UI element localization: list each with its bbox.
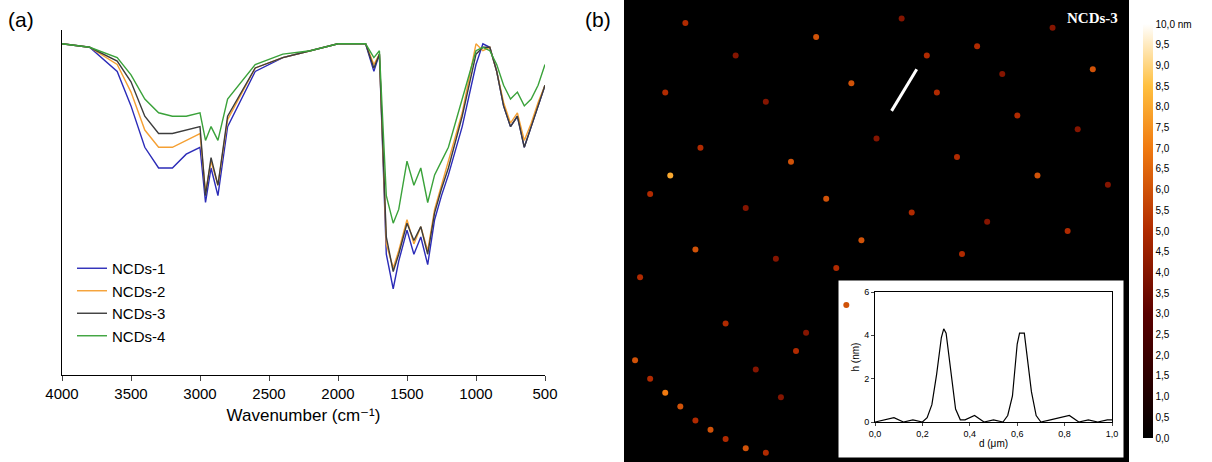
svg-text:1500: 1500 [390, 385, 423, 402]
svg-text:NCDs-4: NCDs-4 [112, 328, 165, 345]
svg-text:9,5: 9,5 [1156, 39, 1170, 50]
svg-text:0,5: 0,5 [1156, 412, 1170, 423]
svg-text:d (μm): d (μm) [979, 438, 1008, 449]
svg-text:2500: 2500 [252, 385, 285, 402]
svg-text:Wavenumber (cm⁻¹): Wavenumber (cm⁻¹) [227, 406, 381, 425]
svg-text:3,0: 3,0 [1156, 308, 1170, 319]
svg-text:2,5: 2,5 [1156, 329, 1170, 340]
svg-text:(b): (b) [585, 8, 611, 31]
svg-text:NCDs-1: NCDs-1 [112, 260, 165, 277]
svg-text:5,0: 5,0 [1156, 226, 1170, 237]
svg-text:6,5: 6,5 [1156, 163, 1170, 174]
svg-text:8,5: 8,5 [1156, 81, 1170, 92]
svg-text:0,2: 0,2 [916, 429, 929, 439]
svg-text:8,0: 8,0 [1156, 101, 1170, 112]
svg-text:4000: 4000 [45, 385, 78, 402]
svg-text:10,0 nm: 10,0 nm [1156, 19, 1192, 30]
svg-text:6: 6 [864, 287, 869, 297]
svg-text:2000: 2000 [321, 385, 354, 402]
svg-text:500: 500 [532, 385, 557, 402]
svg-text:0,0: 0,0 [869, 429, 882, 439]
svg-text:3500: 3500 [114, 385, 147, 402]
svg-text:4: 4 [864, 330, 869, 340]
svg-text:3000: 3000 [183, 385, 216, 402]
svg-text:NCDs-2: NCDs-2 [112, 283, 165, 300]
svg-text:5,5: 5,5 [1156, 205, 1170, 216]
svg-text:0,8: 0,8 [1058, 429, 1071, 439]
svg-text:0,4: 0,4 [964, 429, 977, 439]
svg-text:7,5: 7,5 [1156, 122, 1170, 133]
svg-text:3,5: 3,5 [1156, 288, 1170, 299]
svg-text:0,0: 0,0 [1156, 433, 1170, 444]
svg-text:6,0: 6,0 [1156, 184, 1170, 195]
svg-text:2,0: 2,0 [1156, 350, 1170, 361]
svg-text:2: 2 [864, 374, 869, 384]
svg-text:h (nm): h (nm) [850, 343, 861, 372]
svg-text:NCDs-3: NCDs-3 [1067, 10, 1118, 26]
svg-text:1000: 1000 [459, 385, 492, 402]
svg-text:4,5: 4,5 [1156, 246, 1170, 257]
svg-text:0: 0 [864, 417, 869, 427]
svg-text:1,0: 1,0 [1156, 391, 1170, 402]
svg-text:1,0: 1,0 [1106, 429, 1119, 439]
svg-text:0,6: 0,6 [1011, 429, 1024, 439]
svg-text:NCDs-3: NCDs-3 [112, 305, 165, 322]
svg-text:7,0: 7,0 [1156, 143, 1170, 154]
svg-text:4,0: 4,0 [1156, 267, 1170, 278]
svg-text:1,5: 1,5 [1156, 370, 1170, 381]
svg-text:9,0: 9,0 [1156, 60, 1170, 71]
svg-text:(a): (a) [8, 8, 34, 31]
